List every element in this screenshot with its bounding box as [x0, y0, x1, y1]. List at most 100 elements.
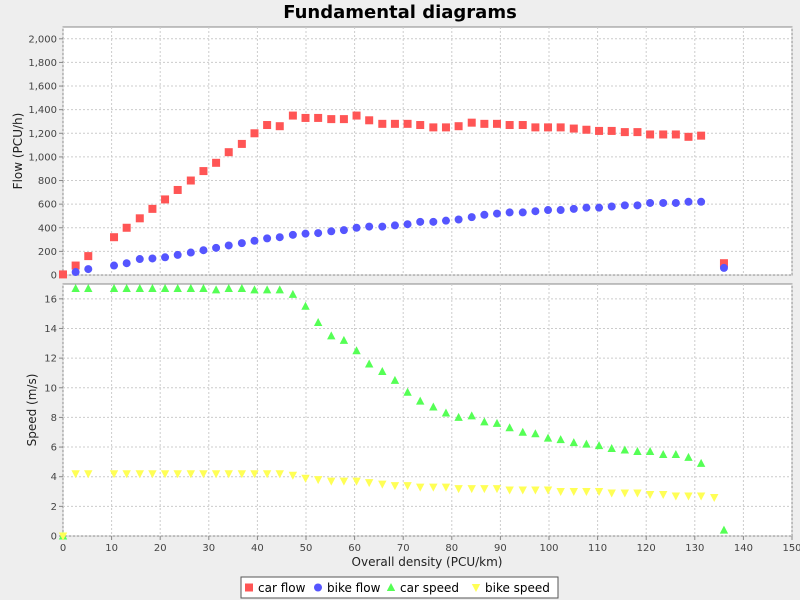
car-speed-point: [135, 283, 144, 292]
bike-speed-point: [607, 489, 616, 498]
bike-speed-point: [327, 477, 336, 486]
bike-flow-point: [122, 259, 131, 268]
car-flow-point: [224, 148, 233, 157]
car-flow-point: [429, 123, 438, 132]
y-tick-label: 16: [44, 294, 57, 305]
x-tick-label: 150: [782, 543, 800, 554]
car-flow-point: [467, 118, 476, 127]
car-speed-point: [454, 412, 463, 421]
x-tick-label: 50: [300, 543, 313, 554]
car-flow-point: [365, 116, 374, 125]
bike-speed-point: [492, 485, 502, 494]
x-tick-label: 40: [251, 543, 264, 554]
legend-label-car-speed: car speed: [400, 581, 459, 595]
grid-layer: [62, 27, 793, 537]
bike-flow-point: [199, 246, 208, 255]
bike-speed-point: [173, 470, 182, 479]
bike-flow-point: [237, 239, 246, 248]
car-flow-point: [378, 119, 387, 128]
car-speed-point: [288, 289, 298, 298]
car-flow-point: [582, 125, 591, 134]
legend-box: [240, 576, 559, 599]
car-flow-point: [505, 121, 514, 130]
x-tick-label: 30: [202, 543, 215, 554]
bike-flow-point: [659, 198, 668, 207]
bike-flow-point: [327, 227, 336, 236]
car-flow-point: [161, 195, 170, 204]
bike-speed-point: [429, 483, 438, 492]
y-tick-label: 6: [51, 443, 57, 454]
bike-flow-point: [275, 233, 284, 242]
y-tick-label: 10: [44, 383, 57, 394]
bike-speed-point: [148, 470, 157, 479]
bike-flow-point: [365, 222, 374, 231]
car-flow-point: [595, 126, 604, 135]
car-flow-point: [288, 111, 297, 120]
car-flow-point: [441, 123, 450, 132]
car-flow-point: [390, 119, 399, 128]
x-tick-label: 80: [445, 543, 458, 554]
car-speed-point: [186, 283, 196, 292]
y-tick-label: 14: [44, 324, 57, 335]
car-flow-point: [454, 122, 463, 131]
y-tick-label: 1,800: [28, 58, 57, 69]
bike-speed-point: [224, 470, 233, 479]
car-speed-point: [390, 375, 400, 384]
bike-speed-point: [390, 482, 400, 491]
bike-speed-point: [403, 482, 412, 491]
car-flow-point: [212, 158, 221, 167]
bike-speed-point: [288, 471, 298, 480]
bike-flow-point: [607, 202, 616, 211]
car-speed-point: [671, 449, 681, 458]
x-axis-label: Overall density (PCU/km): [352, 555, 503, 569]
bike-speed-point: [58, 532, 68, 541]
x-tick-label: 60: [348, 543, 361, 554]
speed-plot-area: [62, 283, 793, 537]
x-tick-label: 130: [685, 543, 704, 554]
bike-speed-point: [633, 489, 642, 498]
bike-speed-point: [135, 470, 144, 479]
bike-flow-point: [352, 223, 361, 232]
y-tick-label: 600: [38, 200, 57, 211]
bike-flow-point: [403, 220, 412, 229]
car-speed-point: [531, 429, 540, 438]
legend-marker-bike-flow: [314, 583, 322, 592]
car-speed-point: [339, 335, 349, 344]
bike-speed-point: [531, 486, 540, 495]
car-flow-point: [173, 185, 182, 194]
y-tick-label: 4: [51, 472, 57, 483]
points-layer: [58, 111, 729, 541]
y-tick-label: 1,600: [28, 82, 57, 93]
car-speed-point: [122, 283, 131, 292]
car-flow-point: [569, 124, 578, 133]
bike-flow-point: [454, 215, 463, 224]
car-flow-point: [697, 131, 706, 140]
bike-speed-point: [211, 470, 221, 479]
bike-flow-point: [646, 198, 655, 207]
bike-flow-point: [71, 268, 80, 277]
car-flow-point: [480, 119, 489, 128]
y-tick-label: 1,400: [28, 105, 57, 116]
car-flow-point: [327, 115, 336, 124]
car-flow-point: [646, 130, 655, 139]
car-speed-point: [403, 387, 412, 396]
car-flow-point: [301, 113, 310, 122]
car-speed-point: [71, 283, 80, 292]
car-flow-point: [544, 123, 553, 132]
bike-speed-point: [441, 483, 451, 492]
bike-speed-point: [480, 485, 489, 494]
car-speed-point: [518, 427, 527, 436]
bike-speed-point: [556, 488, 565, 497]
car-flow-point: [671, 130, 680, 139]
series-bike-speed: [58, 470, 719, 541]
flow-y-axis-label: Flow (PCU/h): [11, 113, 25, 190]
bike-flow-point: [544, 206, 553, 215]
bike-speed-point: [262, 470, 272, 479]
car-flow-point: [59, 270, 67, 279]
car-speed-point: [719, 525, 729, 534]
y-tick-label: 1,200: [28, 129, 57, 140]
x-tick-label: 90: [494, 543, 507, 554]
bike-flow-point: [161, 253, 170, 262]
car-speed-point: [109, 283, 119, 292]
bike-flow-point: [212, 243, 221, 252]
